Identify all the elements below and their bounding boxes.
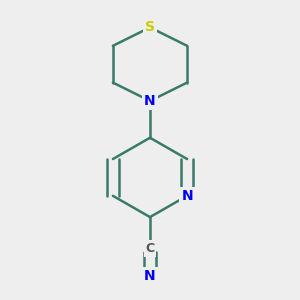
Text: N: N [181,189,193,203]
Text: S: S [145,20,155,34]
Text: N: N [144,269,156,283]
Text: N: N [144,94,156,108]
Text: C: C [146,242,154,255]
